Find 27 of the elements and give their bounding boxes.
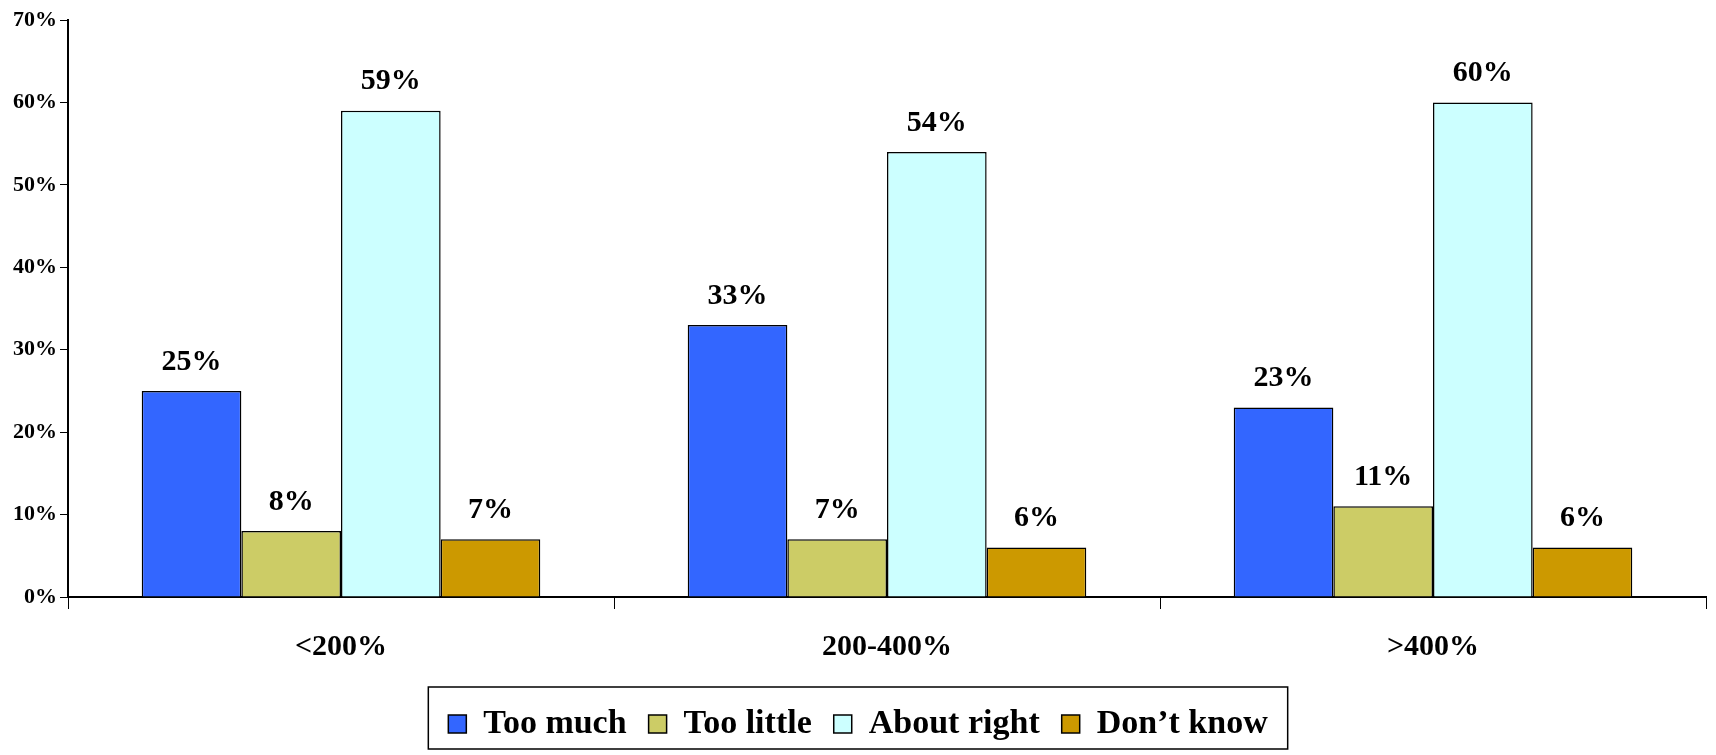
data-label: 54% bbox=[906, 103, 967, 137]
data-label: 6% bbox=[1559, 499, 1605, 533]
data-label: 8% bbox=[268, 482, 314, 516]
y-tick-label: 30% bbox=[13, 335, 57, 361]
data-label: 6% bbox=[1013, 499, 1059, 533]
data-label: 60% bbox=[1452, 54, 1513, 88]
x-tick-label: 200-400% bbox=[822, 627, 952, 661]
legend-label: Too little bbox=[683, 702, 812, 740]
y-tick-label: 20% bbox=[13, 417, 57, 443]
data-label: 59% bbox=[360, 62, 421, 96]
data-label: 11% bbox=[1354, 458, 1413, 492]
x-tick-label: >400% bbox=[1386, 627, 1480, 661]
y-tick-label: 0% bbox=[24, 582, 57, 608]
data-label: 25% bbox=[161, 342, 222, 376]
y-tick-label: 60% bbox=[13, 88, 57, 114]
legend-label: Don’t know bbox=[1096, 702, 1269, 740]
x-tick-label: <200% bbox=[294, 627, 388, 661]
data-label: 23% bbox=[1253, 359, 1314, 393]
y-tick-label: 70% bbox=[13, 5, 57, 31]
y-tick-label: 10% bbox=[13, 500, 57, 526]
data-label: 7% bbox=[467, 491, 513, 525]
legend-label: Too much bbox=[483, 702, 627, 740]
y-tick-label: 50% bbox=[13, 170, 57, 196]
legend-label: About right bbox=[868, 702, 1041, 740]
y-tick-label: 40% bbox=[13, 252, 57, 278]
data-label: 7% bbox=[814, 491, 860, 525]
data-label: 33% bbox=[707, 276, 768, 310]
